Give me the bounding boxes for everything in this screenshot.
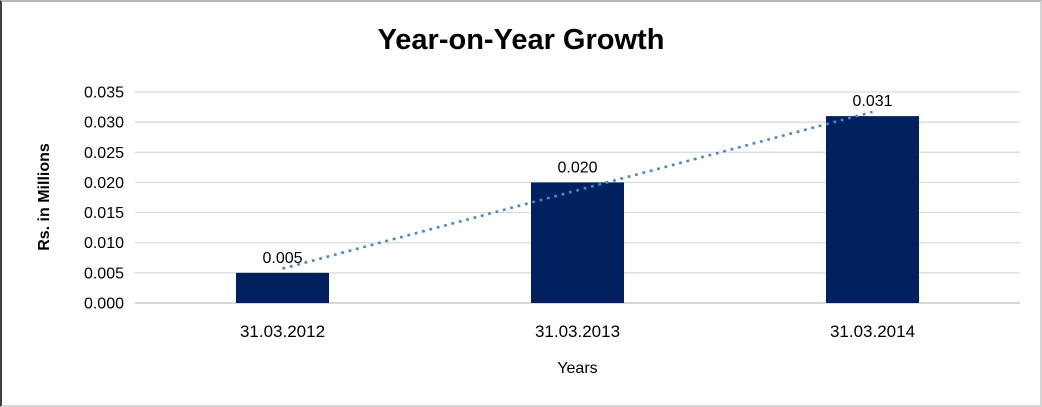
x-category-label: 31.03.2012: [240, 322, 325, 341]
y-tick-label: 0.020: [84, 175, 124, 192]
trendline: [282, 110, 873, 270]
bar: [236, 272, 329, 303]
bar-data-label: 0.020: [557, 159, 597, 176]
y-tick-label: 0.030: [84, 115, 124, 132]
bar: [531, 182, 624, 303]
bar: [826, 116, 919, 303]
bar-data-label: 0.031: [852, 93, 892, 110]
x-category-label: 31.03.2014: [830, 322, 915, 341]
y-tick-label: 0.010: [84, 235, 124, 252]
y-tick-label: 0.005: [84, 265, 124, 282]
chart-title: Year-on-Year Growth: [377, 24, 665, 56]
x-category-label: 31.03.2013: [535, 322, 620, 341]
y-tick-label: 0.025: [84, 145, 124, 162]
y-tick-label: 0.000: [84, 296, 124, 313]
bar-data-label: 0.005: [262, 250, 302, 267]
y-tick-label: 0.015: [84, 205, 124, 222]
y-tick-label: 0.035: [84, 85, 124, 102]
x-axis-title: Years: [557, 360, 598, 377]
